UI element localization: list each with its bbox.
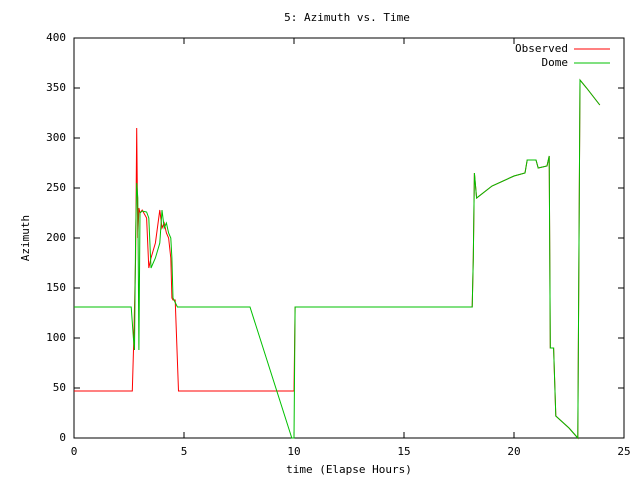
- legend-label: Observed: [515, 42, 568, 55]
- y-tick-label: 50: [53, 381, 66, 394]
- x-tick-label: 10: [287, 445, 300, 458]
- x-tick-label: 25: [617, 445, 630, 458]
- y-tick-label: 350: [46, 81, 66, 94]
- y-tick-label: 400: [46, 31, 66, 44]
- y-tick-label: 0: [59, 431, 66, 444]
- legend-label: Dome: [542, 56, 569, 69]
- x-tick-label: 15: [397, 445, 410, 458]
- y-tick-label: 300: [46, 131, 66, 144]
- y-tick-label: 100: [46, 331, 66, 344]
- x-tick-label: 20: [507, 445, 520, 458]
- data-line: [74, 78, 601, 440]
- chart-title: 5: Azimuth vs. Time: [284, 11, 410, 24]
- x-axis-label: time (Elapse Hours): [286, 463, 412, 476]
- x-tick-label: 5: [181, 445, 188, 458]
- y-tick-label: 200: [46, 231, 66, 244]
- y-tick-label: 150: [46, 281, 66, 294]
- y-tick-label: 250: [46, 181, 66, 194]
- x-tick-label: 0: [71, 445, 78, 458]
- y-axis-label: Azimuth: [19, 215, 32, 261]
